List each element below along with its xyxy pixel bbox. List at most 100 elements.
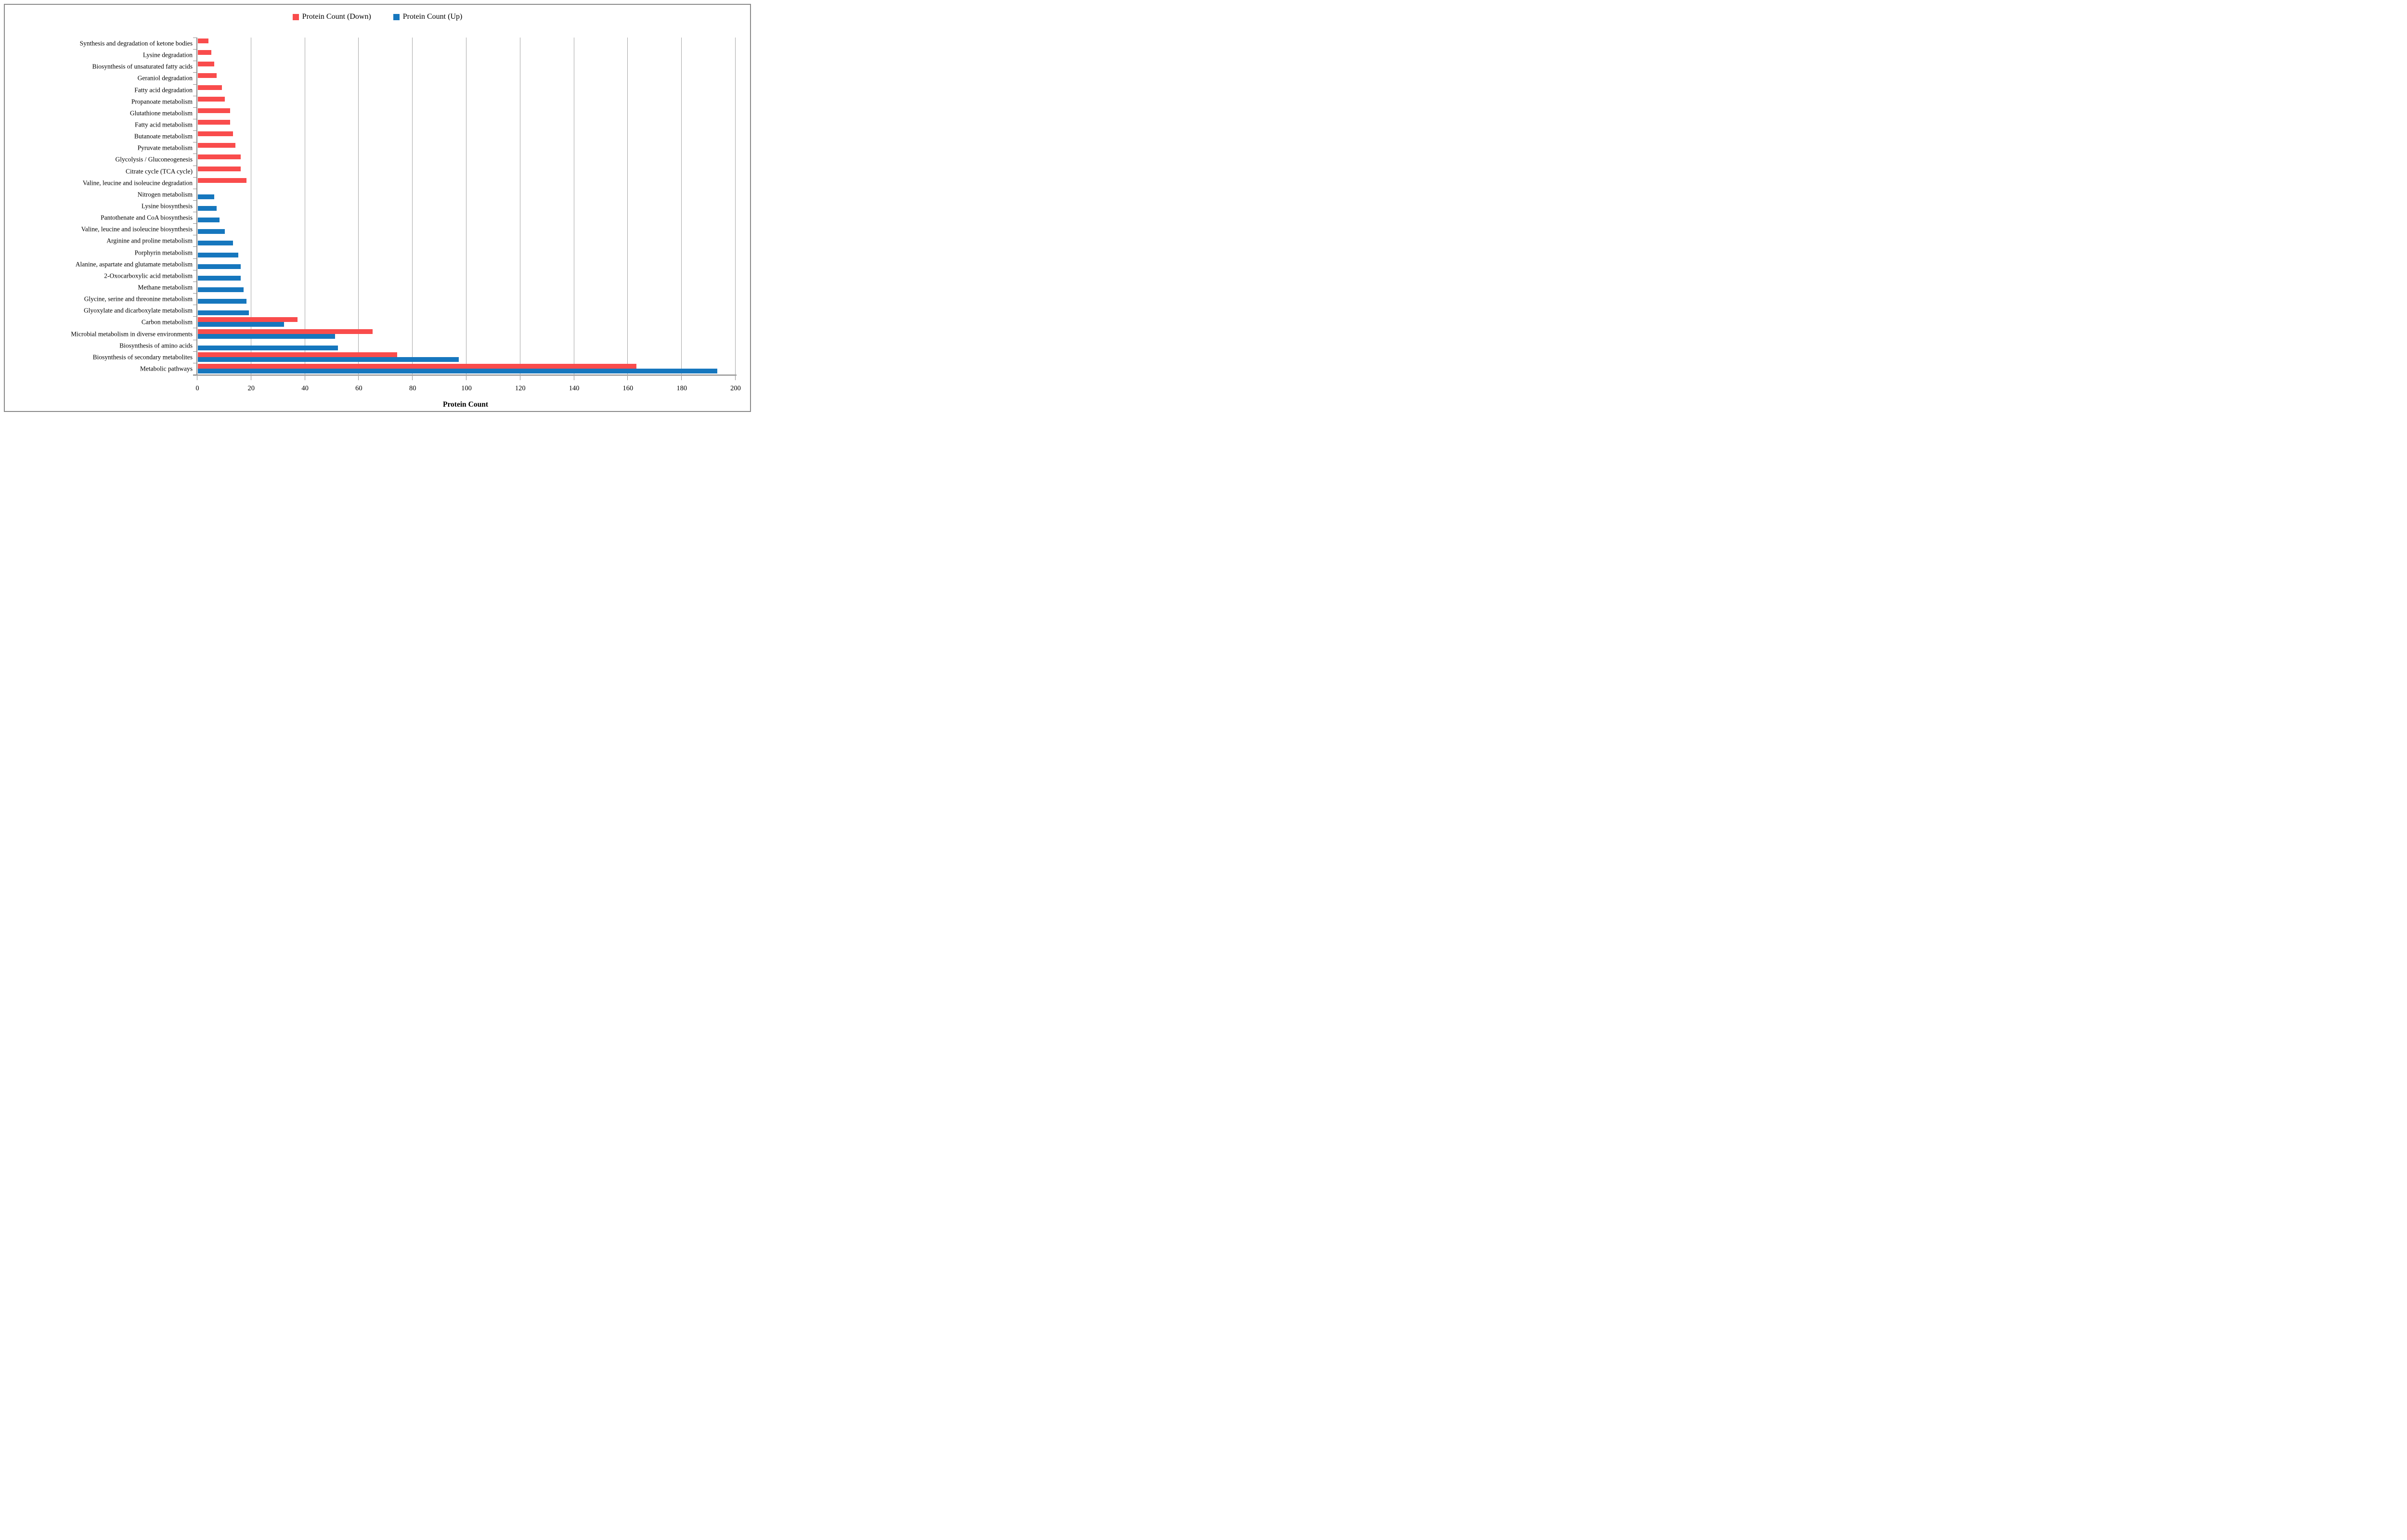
category-label: Biosynthesis of secondary metabolites — [92, 353, 193, 361]
category-row: Glutathione metabolism — [130, 107, 736, 119]
x-axis-line — [193, 374, 737, 376]
bar-protein-count-down — [198, 143, 236, 148]
x-axis-tick — [627, 376, 628, 380]
bar-protein-count-up — [198, 345, 338, 350]
legend-label-up: Protein Count (Up) — [402, 13, 463, 21]
category-row: Butanoate metabolism — [134, 130, 736, 142]
category-row: Fatty acid degradation — [134, 84, 736, 96]
bar-protein-count-down — [198, 363, 637, 369]
x-axis-tick — [735, 376, 736, 380]
bar-protein-count-down — [198, 50, 211, 55]
category-label: Fatty acid metabolism — [135, 121, 193, 128]
category-label: Propanoate metabolism — [131, 98, 193, 105]
category-label: 2-Oxocarboxylic acid metabolism — [104, 272, 193, 280]
category-label: Porphyrin metabolism — [134, 248, 193, 256]
category-row: Porphyrin metabolism — [135, 246, 736, 258]
category-row: Geraniol degradation — [138, 72, 736, 84]
bar-protein-count-down — [198, 85, 222, 90]
category-row: Biosynthesis of secondary metabolites — [93, 351, 736, 363]
bar-protein-count-up — [198, 264, 241, 269]
bar-protein-count-down — [198, 352, 397, 357]
x-tick-label: 140 — [569, 385, 580, 392]
category-label: Metabolic pathways — [140, 365, 193, 372]
category-row: Citrate cycle (TCA cycle) — [126, 166, 736, 177]
category-label: Arginine and proline metabolism — [106, 237, 193, 244]
bar-protein-count-up — [198, 287, 244, 292]
y-axis-tick — [193, 293, 197, 294]
category-label: Pyruvate metabolism — [137, 144, 193, 152]
category-label: Butanoate metabolism — [134, 132, 193, 140]
bar-chart-figure: Protein Count (Down) Protein Count (Up) … — [4, 4, 751, 412]
plot-area: 0 20 40 60 80 100 120 140 160 180 200 Synthesis and… — [71, 38, 741, 392]
category-row: Fatty acid metabolism — [135, 119, 736, 130]
x-axis-tick — [681, 376, 682, 380]
bar-protein-count-down — [198, 108, 231, 113]
bar-protein-count-up — [198, 334, 336, 339]
category-label: Synthesis and degradation of ketone bodi… — [79, 39, 193, 47]
category-label: Biosynthesis of amino acids — [119, 341, 193, 349]
x-tick-label: 80 — [409, 385, 416, 392]
bar-protein-count-up — [198, 368, 717, 373]
bar-protein-count-down — [198, 62, 214, 67]
bar-protein-count-up — [198, 218, 220, 223]
bar-protein-count-up — [198, 229, 225, 234]
bar-protein-count-up — [198, 252, 238, 257]
bar-protein-count-up — [198, 205, 217, 211]
x-tick-label: 20 — [247, 385, 255, 392]
bar-protein-count-up — [198, 310, 249, 316]
gridline — [358, 38, 359, 374]
bar-protein-count-up — [198, 275, 241, 281]
category-row: Methane metabolism — [138, 282, 736, 293]
bar-protein-count-down — [198, 73, 217, 78]
category-row: Biosynthesis of unsaturated fatty acids — [92, 61, 736, 72]
category-label: Alanine, aspartate and glutamate metabol… — [75, 260, 193, 268]
bar-protein-count-up — [198, 299, 246, 304]
x-tick-label: 0 — [195, 385, 199, 392]
y-axis-tick — [193, 258, 197, 259]
bar-protein-count-down — [198, 96, 225, 102]
category-row: Valine, leucine and isoleucine degradati… — [83, 177, 736, 189]
category-row: Glyoxylate and dicarboxylate metabolism — [84, 305, 736, 316]
bar-protein-count-down — [198, 154, 241, 160]
category-row: Microbial metabolism in diverse environm… — [71, 328, 736, 339]
bar-protein-count-down — [198, 38, 209, 44]
gridline — [412, 38, 413, 374]
x-axis-tick — [412, 376, 413, 380]
y-axis-tick — [193, 200, 197, 201]
legend-item-up: Protein Count (Up) — [393, 13, 463, 21]
category-label: Valine, leucine and isoleucine degradati… — [82, 179, 193, 186]
y-axis-tick — [193, 351, 197, 352]
x-axis-title: Protein Count — [442, 400, 489, 409]
x-tick-label: 120 — [515, 385, 526, 392]
y-axis-tick — [193, 107, 197, 108]
bar-protein-count-down — [198, 131, 233, 137]
category-label: Pantothenate and CoA biosynthesis — [101, 214, 193, 221]
bar-protein-count-down — [198, 166, 241, 171]
category-label: Citrate cycle (TCA cycle) — [125, 167, 193, 175]
category-row: Valine, leucine and isoleucine biosynthe… — [81, 223, 736, 235]
category-label: Glycine, serine and threonine metabolism — [84, 295, 193, 303]
x-tick-label: 40 — [301, 385, 309, 392]
bar-protein-count-up — [198, 322, 284, 327]
gridline — [681, 38, 682, 374]
category-label: Valine, leucine and isoleucine biosynthe… — [81, 225, 193, 233]
category-row: Metabolic pathways — [140, 363, 736, 374]
category-label: Geraniol degradation — [137, 74, 193, 82]
category-label: Biosynthesis of unsaturated fatty acids — [92, 63, 193, 70]
category-row: Pantothenate and CoA biosynthesis — [101, 212, 736, 223]
category-label: Lysine biosynthesis — [141, 202, 193, 210]
category-row: Arginine and proline metabolism — [106, 235, 736, 246]
x-tick-label: 100 — [461, 385, 472, 392]
bar-protein-count-down — [198, 329, 373, 334]
y-axis-tick — [193, 223, 197, 224]
category-row: Glycine, serine and threonine metabolism — [84, 293, 736, 305]
legend-swatch-down-icon — [292, 13, 299, 20]
y-axis-tick — [193, 374, 197, 375]
gridline — [627, 38, 628, 374]
y-axis-tick — [193, 246, 197, 247]
bar-protein-count-down — [198, 120, 231, 125]
legend-swatch-up-icon — [393, 13, 400, 20]
y-axis-tick — [193, 49, 197, 50]
category-row: Lysine degradation — [143, 49, 736, 61]
x-tick-label: 200 — [730, 385, 741, 392]
